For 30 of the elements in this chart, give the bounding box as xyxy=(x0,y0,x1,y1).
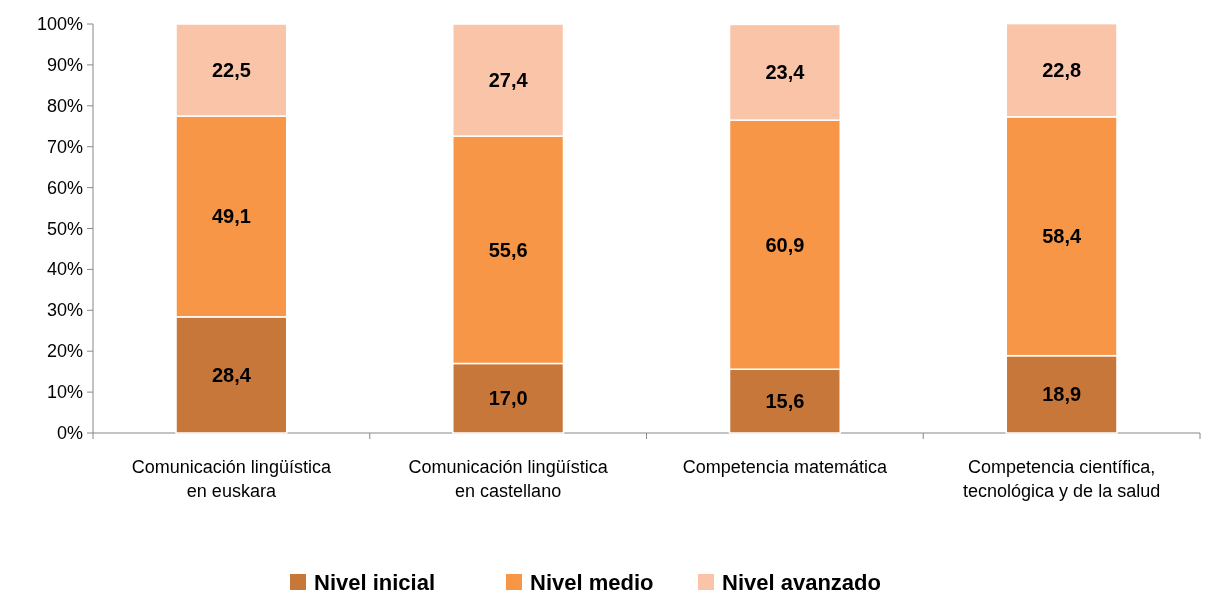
legend-label: Nivel medio xyxy=(530,569,654,595)
x-tick-label: Comunicación lingüística en castellano xyxy=(408,457,609,501)
data-label: 18,9 xyxy=(1042,383,1082,406)
data-label: 17,0 xyxy=(488,387,528,410)
x-tick-label: Competencia matemática xyxy=(682,457,888,477)
data-label: 22,8 xyxy=(1042,59,1082,82)
y-tick-label: 0% xyxy=(56,423,83,443)
y-tick-label: 90% xyxy=(46,54,83,75)
x-tick-label: Comunicación lingüística en euskara xyxy=(131,457,332,501)
y-tick-label: 40% xyxy=(46,259,83,280)
data-label: 55,6 xyxy=(488,238,528,261)
y-tick-label: 60% xyxy=(46,177,83,198)
y-tick-label: 70% xyxy=(46,136,83,157)
legend-label: Nivel avanzado xyxy=(722,569,881,595)
y-tick-label: 20% xyxy=(46,341,83,362)
y-tick-label: 30% xyxy=(46,300,83,321)
y-tick-label: 50% xyxy=(46,218,83,239)
data-label: 23,4 xyxy=(765,61,806,84)
legend-label: Nivel inicial xyxy=(314,569,436,595)
data-label: 27,4 xyxy=(488,69,529,92)
y-tick-label: 100% xyxy=(36,14,83,34)
y-tick-label: 10% xyxy=(46,382,83,403)
x-tick-label: Competencia científica, tecnológica y de la salud xyxy=(963,457,1161,501)
y-tick-label: 80% xyxy=(46,95,83,116)
data-label: 28,4 xyxy=(211,363,252,386)
data-label: 58,4 xyxy=(1042,225,1082,248)
data-label: 15,6 xyxy=(765,390,805,413)
data-label: 49,1 xyxy=(211,205,251,228)
data-label: 60,9 xyxy=(765,233,805,256)
data-label: 22,5 xyxy=(211,59,251,82)
